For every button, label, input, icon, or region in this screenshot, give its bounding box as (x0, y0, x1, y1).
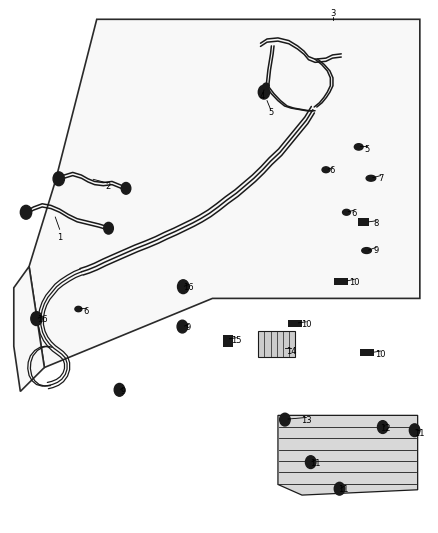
Text: 4: 4 (260, 92, 265, 101)
FancyBboxPatch shape (357, 219, 368, 227)
Text: 6: 6 (83, 307, 88, 316)
Text: 6: 6 (330, 166, 335, 175)
Text: 10: 10 (301, 320, 311, 329)
Text: 16: 16 (183, 283, 194, 292)
Text: 2: 2 (105, 182, 110, 191)
Circle shape (114, 383, 125, 396)
Ellipse shape (263, 83, 269, 88)
Ellipse shape (343, 209, 350, 215)
Text: 5: 5 (268, 108, 273, 117)
Circle shape (334, 482, 345, 495)
Bar (258, 332, 295, 357)
Text: 11: 11 (338, 485, 349, 494)
Circle shape (258, 85, 270, 99)
FancyBboxPatch shape (360, 349, 374, 357)
Text: 8: 8 (374, 220, 379, 229)
Text: 11: 11 (415, 430, 425, 439)
Circle shape (31, 312, 42, 326)
Text: 10: 10 (375, 350, 386, 359)
Text: 9: 9 (186, 323, 191, 332)
Ellipse shape (366, 175, 376, 181)
Circle shape (410, 424, 420, 437)
Circle shape (121, 182, 131, 194)
Circle shape (20, 205, 32, 219)
Text: 13: 13 (301, 416, 311, 425)
Text: 3: 3 (330, 10, 335, 19)
Circle shape (177, 320, 187, 333)
FancyBboxPatch shape (288, 320, 302, 327)
Ellipse shape (354, 144, 363, 150)
Polygon shape (278, 415, 418, 495)
Ellipse shape (75, 306, 82, 312)
Circle shape (378, 421, 388, 433)
Text: 12: 12 (380, 424, 390, 433)
Circle shape (177, 280, 189, 294)
Text: 1: 1 (57, 233, 62, 242)
Circle shape (305, 456, 316, 469)
Text: 14: 14 (286, 347, 296, 356)
Circle shape (280, 413, 290, 426)
Ellipse shape (322, 167, 330, 173)
Circle shape (104, 222, 113, 234)
FancyBboxPatch shape (223, 335, 233, 347)
Polygon shape (14, 266, 44, 391)
Polygon shape (29, 19, 420, 368)
Text: 9: 9 (120, 387, 126, 396)
Circle shape (53, 172, 64, 185)
Text: 11: 11 (310, 459, 320, 467)
Text: 16: 16 (37, 315, 47, 324)
Text: 5: 5 (365, 145, 370, 154)
Text: 9: 9 (374, 246, 379, 255)
Text: 6: 6 (352, 209, 357, 218)
Text: 7: 7 (378, 174, 383, 183)
Text: 15: 15 (231, 336, 242, 345)
Ellipse shape (362, 248, 371, 254)
Text: 10: 10 (349, 278, 360, 287)
FancyBboxPatch shape (334, 278, 348, 285)
